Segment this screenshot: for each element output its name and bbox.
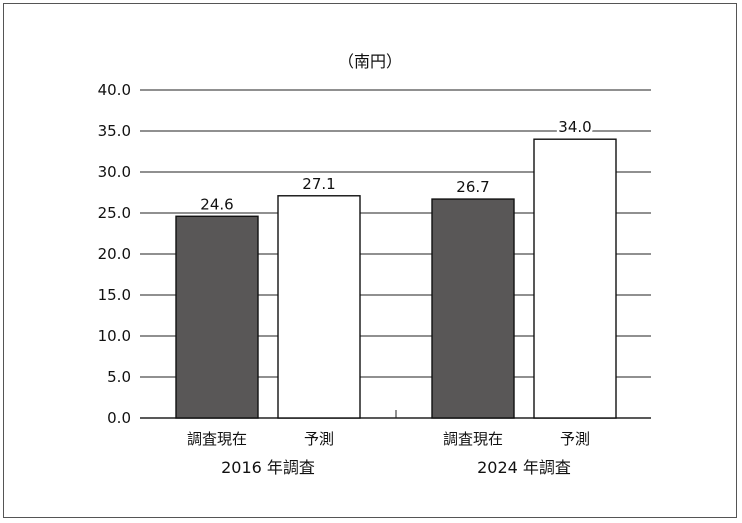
bar bbox=[175, 215, 259, 419]
bar-value-label: 24.6 bbox=[200, 195, 233, 213]
category-label: 調査現在 bbox=[187, 430, 247, 448]
bar bbox=[431, 198, 515, 419]
bars: 24.6 27.1 26.7 34.0 bbox=[175, 116, 617, 419]
y-tick-label: 10.0 bbox=[98, 327, 131, 345]
y-tick-label: 15.0 bbox=[98, 286, 131, 304]
y-tick-label: 5.0 bbox=[107, 368, 131, 386]
group-label: 2016 年調査 bbox=[221, 458, 315, 477]
bar-value-label: 27.1 bbox=[302, 175, 335, 193]
y-tick-label: 25.0 bbox=[98, 204, 131, 222]
y-tick-label: 35.0 bbox=[98, 122, 131, 140]
group-label: 2024 年調査 bbox=[477, 458, 571, 477]
category-label: 予測 bbox=[304, 430, 334, 448]
category-label: 調査現在 bbox=[443, 430, 503, 448]
bar-value-label: 26.7 bbox=[456, 178, 489, 196]
bar bbox=[277, 195, 361, 419]
y-tick-label: 40.0 bbox=[98, 81, 131, 99]
category-label: 予測 bbox=[560, 430, 590, 448]
y-tick-label: 30.0 bbox=[98, 163, 131, 181]
bar-value-label: 34.0 bbox=[558, 118, 591, 136]
unit-label: （南円） bbox=[338, 52, 402, 71]
y-tick-label: 0.0 bbox=[107, 409, 131, 427]
x-axis-labels: 調査現在 予測 2016 年調査 調査現在 予測 2024 年調査 bbox=[187, 430, 590, 477]
y-axis-ticks: 0.0 5.0 10.0 15.0 20.0 25.0 30.0 35.0 40.0 bbox=[98, 81, 131, 427]
y-tick-label: 20.0 bbox=[98, 245, 131, 263]
bar bbox=[533, 138, 617, 419]
